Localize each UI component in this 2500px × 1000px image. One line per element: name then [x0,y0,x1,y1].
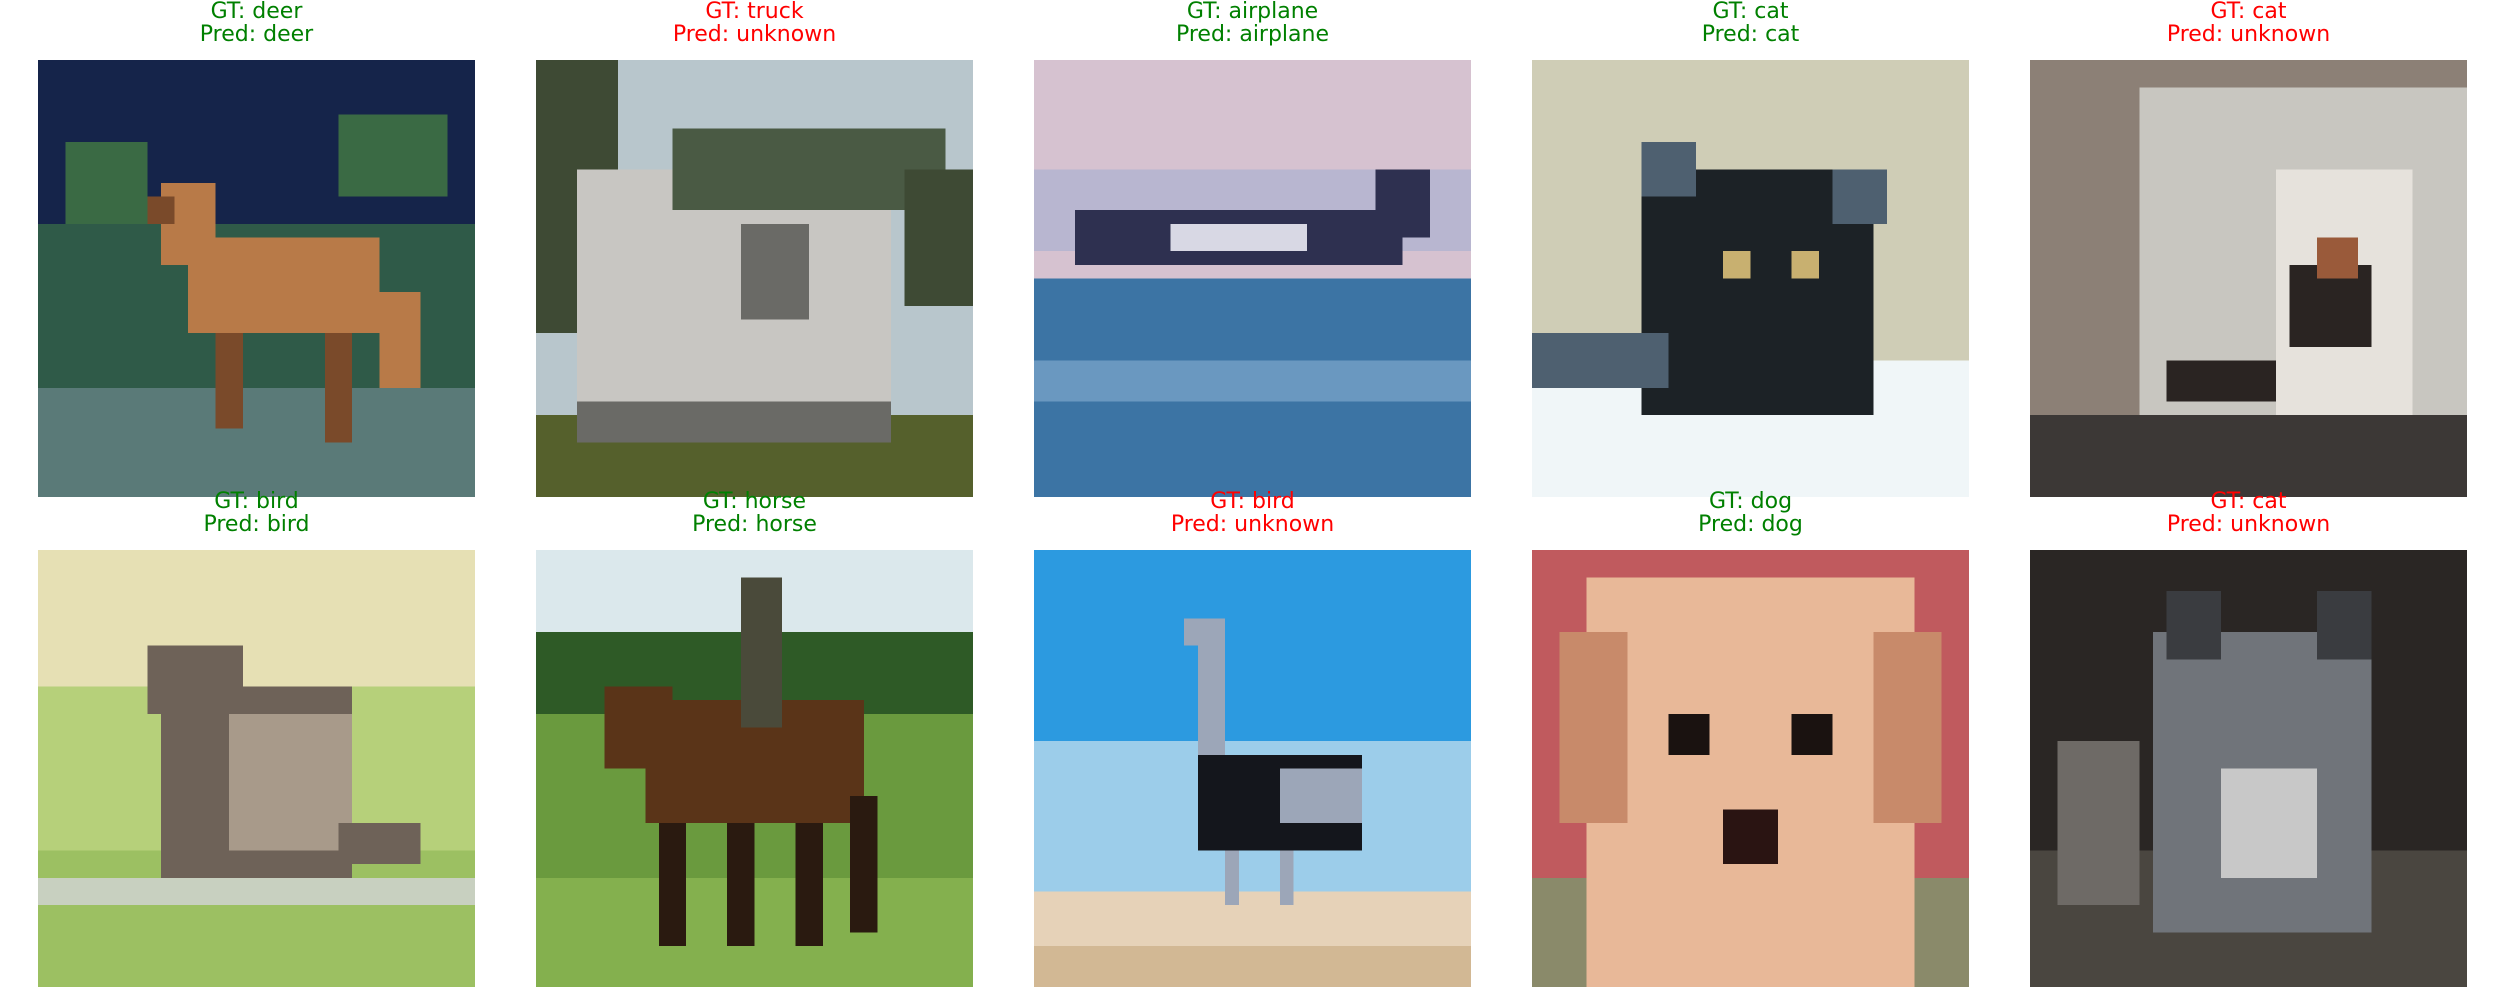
sample-image-cat [2030,60,2467,497]
sample-image-cat [1532,60,1969,497]
ground-truth-label: GT: truck [705,0,804,24]
prediction-panel: GT: cat Pred: unknown [2030,0,2467,497]
prediction-label: Pred: deer [199,22,314,47]
prediction-label: Pred: dog [1698,512,1803,537]
prediction-panel: GT: cat Pred: unknown [2030,490,2467,987]
sample-image-horse [536,550,973,987]
sample-image-deer [38,60,475,497]
prediction-panel: GT: truck Pred: unknown [536,0,973,497]
sample-image-bird [38,550,475,987]
prediction-label: Pred: airplane [1175,22,1330,47]
prediction-label: Pred: unknown [672,22,837,47]
prediction-label: Pred: unknown [2166,22,2331,47]
ground-truth-label: GT: bird [1210,489,1295,514]
prediction-panel: GT: dog Pred: dog [1532,490,1969,987]
sample-image-airplane [1034,60,1471,497]
ground-truth-label: GT: bird [214,489,299,514]
ground-truth-label: GT: airplane [1186,0,1319,24]
prediction-label: Pred: unknown [1170,512,1335,537]
ground-truth-label: GT: cat [2210,489,2287,514]
prediction-panel: GT: bird Pred: bird [38,490,475,987]
prediction-panel: GT: airplane Pred: airplane [1034,0,1471,497]
sample-image-cat [2030,550,2467,987]
sample-image-dog [1532,550,1969,987]
sample-image-truck [536,60,973,497]
prediction-label: Pred: horse [692,512,817,537]
prediction-panel: GT: horse Pred: horse [536,490,973,987]
ground-truth-label: GT: dog [1708,489,1793,514]
ground-truth-label: GT: cat [2210,0,2287,24]
ground-truth-label: GT: deer [210,0,303,24]
prediction-label: Pred: unknown [2166,512,2331,537]
prediction-panel: GT: cat Pred: cat [1532,0,1969,497]
ground-truth-label: GT: horse [702,489,807,514]
prediction-panel: GT: bird Pred: unknown [1034,490,1471,987]
prediction-panel: GT: deer Pred: deer [38,0,475,497]
ground-truth-label: GT: cat [1712,0,1789,24]
prediction-label: Pred: cat [1701,22,1800,47]
sample-image-ostrich [1034,550,1471,987]
prediction-label: Pred: bird [203,512,310,537]
